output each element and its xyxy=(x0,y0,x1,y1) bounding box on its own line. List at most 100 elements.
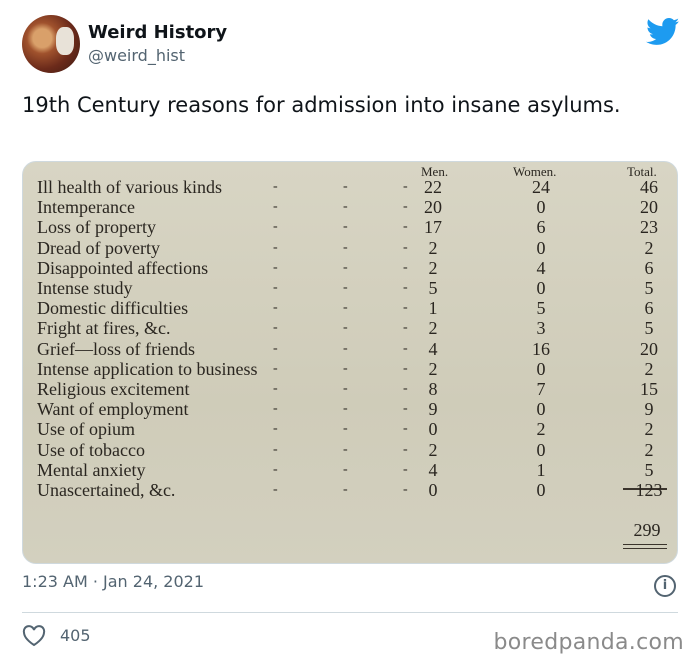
leader-dash: - xyxy=(403,280,408,295)
total-value: 2 xyxy=(644,358,654,379)
men-value: 0 xyxy=(428,480,438,500)
women-value: 4 xyxy=(536,257,546,278)
row-label: Dread of poverty xyxy=(37,237,160,258)
leader-dash: - xyxy=(343,199,348,215)
men-value: 4 xyxy=(428,459,438,480)
leader-dash: - xyxy=(343,280,348,295)
leader-dash: - xyxy=(273,219,278,235)
leader-dash: - xyxy=(273,381,278,396)
table-row: Intense study - - - 5 0 5 xyxy=(23,278,677,298)
table-row: Use of tobacco - - - 2 0 2 xyxy=(23,440,677,460)
total-value: 15 xyxy=(640,379,658,399)
total-value: 5 xyxy=(644,318,654,339)
row-label: Unascertained, &c. xyxy=(37,480,176,500)
info-icon[interactable]: i xyxy=(654,575,676,597)
grand-total: 299 xyxy=(633,520,661,540)
table-row: Loss of property - - - 17 6 23 xyxy=(23,217,677,237)
row-label: Domestic difficulties xyxy=(37,298,189,319)
leader-dash: - xyxy=(273,461,278,477)
leader-dash: - xyxy=(403,360,408,376)
leader-dash: - xyxy=(273,239,278,255)
leader-dash: - xyxy=(273,179,278,194)
row-label: Mental anxiety xyxy=(37,459,146,480)
total-value: 5 xyxy=(644,459,654,480)
leader-dash: - xyxy=(273,320,278,336)
women-value: 0 xyxy=(536,399,546,420)
row-label: Ill health of various kinds xyxy=(37,177,222,197)
heart-icon[interactable] xyxy=(22,625,46,647)
display-name[interactable]: Weird History xyxy=(88,22,228,43)
men-value: 2 xyxy=(428,358,438,379)
table-row: Mental anxiety - - - 4 1 5 xyxy=(23,460,677,480)
total-value: 20 xyxy=(640,338,658,359)
total-value: 9 xyxy=(644,399,654,420)
leader-dash: - xyxy=(403,482,408,497)
leader-dash: - xyxy=(273,300,278,316)
twitter-bird-icon[interactable] xyxy=(646,18,680,46)
leader-dash: - xyxy=(343,340,348,356)
table-row: Fright at fires, &c. - - - 2 3 5 xyxy=(23,318,677,338)
women-value: 0 xyxy=(536,197,546,218)
double-rule xyxy=(623,544,667,545)
table-row: Grief—loss of friends - - - 4 16 20 xyxy=(23,339,677,359)
leader-dash: - xyxy=(403,199,408,215)
men-value: 2 xyxy=(428,318,438,339)
row-label: Loss of property xyxy=(37,217,156,238)
women-value: 0 xyxy=(536,439,546,460)
header-men: Men. xyxy=(421,164,449,179)
table-row: Want of employment - - - 9 0 9 xyxy=(23,399,677,419)
double-rule xyxy=(623,548,667,549)
leader-dash: - xyxy=(343,320,348,336)
leader-dash: - xyxy=(273,280,278,295)
men-value: 20 xyxy=(424,197,442,218)
leader-dash: - xyxy=(343,360,348,376)
women-value: 24 xyxy=(532,177,550,197)
leader-dash: - xyxy=(343,461,348,477)
header-total: Total. xyxy=(627,164,657,179)
table-row: Intemperance - - - 20 0 20 xyxy=(23,197,677,217)
leader-dash: - xyxy=(403,340,408,356)
leader-dash: - xyxy=(343,401,348,417)
table-row: Dread of poverty - - - 2 0 2 xyxy=(23,238,677,258)
leader-dash: - xyxy=(403,179,408,194)
women-value: 16 xyxy=(532,338,550,359)
leader-dash: - xyxy=(343,381,348,396)
total-value: 6 xyxy=(644,298,654,319)
row-label: Intemperance xyxy=(37,197,135,218)
avatar[interactable] xyxy=(22,15,80,73)
total-value: 20 xyxy=(640,197,658,218)
total-value: 2 xyxy=(644,439,654,460)
watermark: boredpanda.com xyxy=(493,630,684,655)
table-row: Intense application to business - - - 2 … xyxy=(23,359,677,379)
women-value: 7 xyxy=(536,379,546,399)
leader-dash: - xyxy=(273,482,278,497)
men-value: 9 xyxy=(428,399,438,420)
row-label: Intense application to business xyxy=(37,358,258,379)
leader-dash: - xyxy=(273,360,278,376)
leader-dash: - xyxy=(403,461,408,477)
leader-dash: - xyxy=(403,421,408,437)
women-value: 2 xyxy=(536,419,546,440)
tweet-image-table[interactable]: Men. Women. Total. 299 Ill health of var… xyxy=(22,161,678,564)
total-value: 6 xyxy=(644,257,654,278)
leader-dash: - xyxy=(343,441,348,457)
user-handle[interactable]: @weird_hist xyxy=(88,46,186,65)
leader-dash: - xyxy=(343,300,348,316)
row-label: Disappointed affections xyxy=(37,257,209,278)
leader-dash: - xyxy=(273,340,278,356)
timestamp[interactable]: 1:23 AM · Jan 24, 2021 xyxy=(22,572,205,591)
women-value: 3 xyxy=(536,318,546,339)
leader-dash: - xyxy=(403,219,408,235)
men-value: 8 xyxy=(428,379,438,399)
total-value: 2 xyxy=(644,419,654,440)
men-value: 22 xyxy=(424,177,442,197)
row-label: Grief—loss of friends xyxy=(37,338,195,359)
leader-dash: - xyxy=(343,259,348,275)
row-label: Use of opium xyxy=(37,419,135,440)
divider xyxy=(22,612,678,613)
table-row: Disappointed affections - - - 2 4 6 xyxy=(23,258,677,278)
table-row: Ill health of various kinds - - - 22 24 … xyxy=(23,177,677,197)
leader-dash: - xyxy=(403,259,408,275)
leader-dash: - xyxy=(403,441,408,457)
leader-dash: - xyxy=(403,320,408,336)
